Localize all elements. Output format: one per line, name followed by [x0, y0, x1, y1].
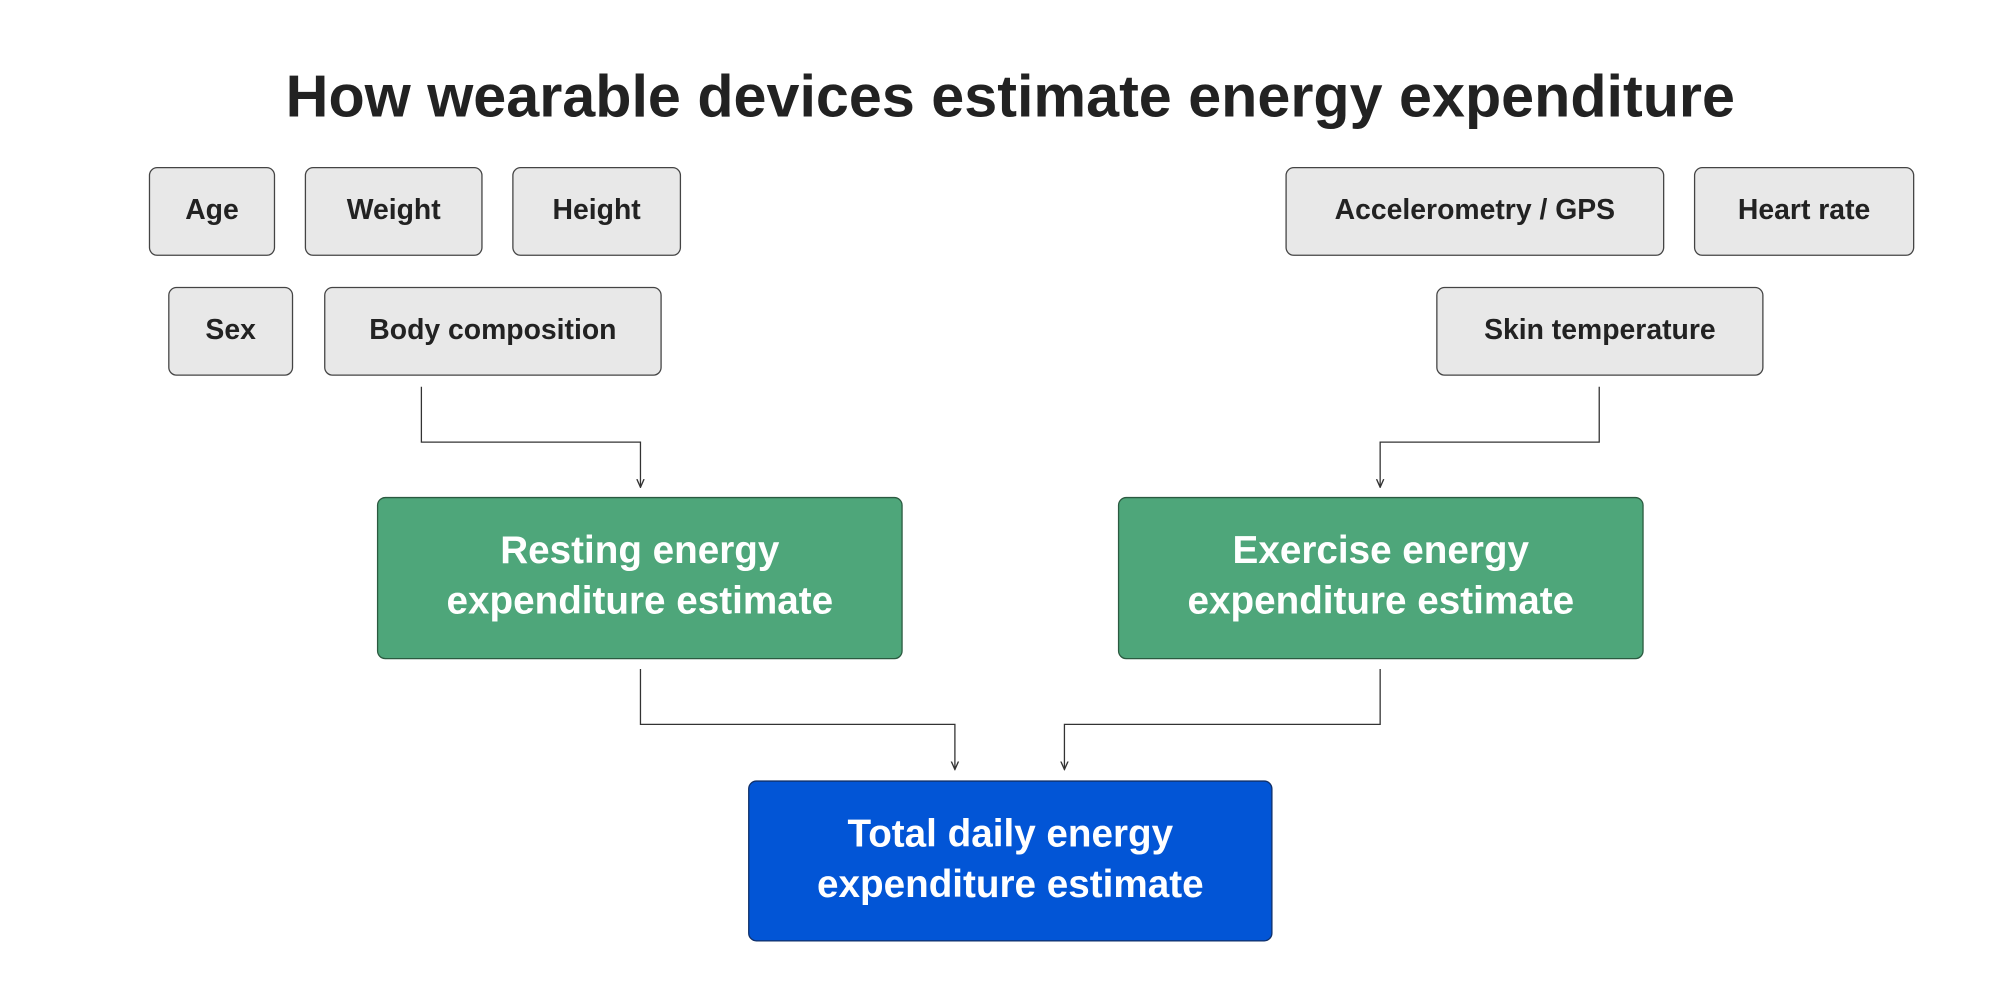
connector	[420, 386, 640, 488]
input-label: Body composition	[369, 314, 616, 346]
estimate-label: expenditure estimate	[1188, 579, 1575, 622]
input-box: Weight	[304, 167, 483, 256]
connector	[1380, 386, 1600, 488]
estimate-label: Exercise energy	[1233, 529, 1530, 572]
input-box: Height	[512, 167, 682, 256]
estimate-box: Exercise energy expenditure estimate	[1117, 496, 1644, 660]
input-label: Weight	[347, 194, 442, 226]
connector	[1064, 668, 1381, 770]
input-label: Accelerometry / GPS	[1335, 194, 1615, 226]
estimate-label: Resting energy	[500, 529, 780, 572]
input-box: Body composition	[324, 286, 662, 376]
input-box: Heart rate	[1693, 167, 1915, 256]
title: How wearable devices estimate energy exp…	[286, 62, 1735, 129]
total-label: expenditure estimate	[817, 863, 1204, 906]
input-label: Heart rate	[1738, 194, 1870, 226]
input-label: Skin temperature	[1484, 314, 1716, 346]
total-box: Total daily energy expenditure estimate	[748, 780, 1273, 942]
input-box: Age	[148, 167, 276, 256]
input-label: Age	[185, 194, 239, 226]
estimate-label: expenditure estimate	[447, 579, 834, 622]
input-box: Sex	[168, 286, 294, 376]
total-label: Total daily energy	[847, 813, 1173, 856]
input-label: Height	[553, 194, 642, 226]
estimate-box: Resting energy expenditure estimate	[376, 496, 903, 660]
input-label: Sex	[205, 314, 256, 346]
connector	[639, 668, 954, 770]
input-box: Accelerometry / GPS	[1285, 167, 1665, 256]
input-box: Skin temperature	[1436, 286, 1764, 376]
